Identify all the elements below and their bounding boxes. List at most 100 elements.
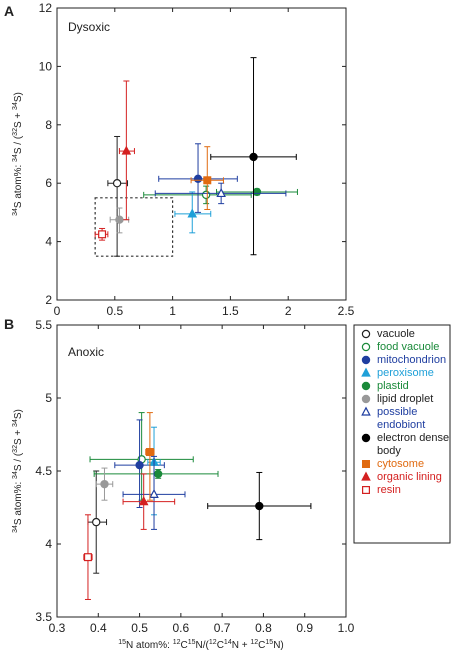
legend-item-vacuole: vacuole bbox=[361, 328, 415, 340]
legend-label: cytosome bbox=[377, 458, 424, 470]
panel-b-xtick-label: 0.4 bbox=[90, 621, 107, 635]
panel-a-point-food-vacuole bbox=[143, 185, 252, 205]
panel-b-xtick-label: 0.9 bbox=[296, 621, 313, 635]
legend-item-food-vacuole: food vacuole bbox=[361, 341, 439, 353]
panel-b-point-organic-lining bbox=[122, 473, 176, 530]
panel-a-inset-box bbox=[94, 197, 174, 257]
legend-label: possible bbox=[377, 406, 417, 418]
panel-b-xlabel: 15N atom%: 12C15N/(12C14N + 12C15N) bbox=[118, 639, 284, 651]
panel-a-point-resin bbox=[94, 227, 109, 241]
legend-marker-lipid-droplet bbox=[361, 394, 371, 404]
panel-b-xtick-label: 1.0 bbox=[338, 621, 355, 635]
point-marker bbox=[92, 517, 101, 527]
legend-label: body bbox=[377, 445, 401, 457]
panel-a-xtick-label: 1 bbox=[169, 304, 176, 318]
point-marker bbox=[216, 187, 226, 198]
panel-b-plot-area bbox=[56, 324, 347, 618]
panel-a-ylabel: 34S atom%: 34S / (32S + 34S) bbox=[12, 92, 24, 216]
legend-label: endobiont bbox=[377, 419, 425, 431]
panel-a-point-electron-dense-body bbox=[210, 57, 297, 256]
legend-label: resin bbox=[377, 484, 401, 496]
legend-marker-plastid bbox=[361, 381, 371, 391]
panel-b-xtick-label: 0.5 bbox=[131, 621, 148, 635]
panel-b-marks bbox=[83, 412, 312, 600]
panel-b-ytick-label: 4.5 bbox=[35, 464, 52, 478]
point-marker bbox=[121, 145, 132, 155]
panel-b-point-resin bbox=[83, 514, 93, 600]
legend-label: food vacuole bbox=[377, 341, 439, 353]
legend-marker-resin bbox=[362, 486, 371, 495]
panel-b-xtick-label: 0.8 bbox=[255, 621, 272, 635]
panel-b-xtick-label: 0.3 bbox=[49, 621, 66, 635]
legend-item-plastid: plastid bbox=[361, 380, 409, 392]
panel-b-condition: Anoxic bbox=[68, 345, 104, 359]
panel-b-point-cytosome bbox=[145, 412, 155, 501]
point-marker bbox=[153, 469, 163, 479]
panel-b-point-mitochondrion bbox=[114, 419, 165, 508]
panel-a-point-mitochondrion bbox=[158, 143, 238, 213]
legend-marker-organic-lining bbox=[361, 471, 371, 481]
point-marker bbox=[135, 460, 144, 470]
panel-a-ytick-label: 10 bbox=[39, 59, 53, 73]
legend-label: vacuole bbox=[377, 328, 415, 340]
panel-a-ytick-label: 8 bbox=[45, 118, 52, 132]
legend-item-mitochondrion: mitochondrion bbox=[361, 354, 446, 366]
legend-marker-peroxisome bbox=[361, 367, 371, 377]
point-marker bbox=[145, 448, 154, 457]
panel-b-ytick-label: 3.5 bbox=[35, 610, 52, 624]
point-marker bbox=[203, 176, 212, 185]
legend-item-organic-lining: organic lining bbox=[361, 471, 442, 483]
panel-b-point-lipid-droplet bbox=[95, 467, 114, 501]
point-marker bbox=[193, 174, 203, 184]
point-marker bbox=[112, 178, 122, 188]
panel-b-ytick-label: 5.5 bbox=[35, 318, 52, 332]
panel-b-ytick-label: 4 bbox=[45, 537, 52, 551]
panel-a-ytick-label: 4 bbox=[45, 235, 52, 249]
panel-a-xtick-label: 2.5 bbox=[338, 304, 355, 318]
panel-b-xtick-label: 0.6 bbox=[173, 621, 190, 635]
panel-a-plot-area bbox=[56, 7, 347, 301]
point-marker bbox=[149, 488, 159, 498]
panel-a-point-cytosome bbox=[190, 146, 224, 210]
panel-a-point-organic-lining bbox=[118, 80, 135, 221]
legend-label: lipid droplet bbox=[377, 393, 433, 405]
legend-marker-vacuole bbox=[361, 329, 371, 339]
point-marker bbox=[255, 501, 264, 511]
legend-item-resin: resin bbox=[362, 484, 401, 496]
legend-marker-electron-dense-body bbox=[361, 433, 371, 443]
legend-marker-possible-endobiont bbox=[361, 406, 371, 416]
legend-marker-food-vacuole bbox=[361, 342, 371, 352]
panel-a-condition: Dysoxic bbox=[68, 20, 110, 34]
legend-item-cytosome: cytosome bbox=[362, 458, 424, 470]
point-marker bbox=[98, 230, 107, 239]
panel-b-ytick-label: 5 bbox=[45, 391, 52, 405]
panel-b-point-possible-endobiont bbox=[122, 455, 186, 530]
panel-b-axes: 0.3 0.4 0.5 0.6 0.7 0.8 0.9 1.0 3.5 4 4.5 5 5.5 bbox=[35, 318, 354, 635]
legend-label: plastid bbox=[377, 380, 409, 392]
point-marker bbox=[249, 152, 258, 162]
panel-a-ytick-label: 2 bbox=[45, 293, 52, 307]
panel-a-point-lipid-droplet bbox=[109, 207, 130, 234]
panel-a-point-vacuole bbox=[107, 135, 129, 257]
panel-a-axes: 0 0.5 1 1.5 2 2.5 2 4 6 8 10 12 bbox=[39, 1, 355, 318]
panel-a-marks bbox=[94, 57, 298, 257]
point-marker bbox=[252, 187, 262, 197]
panel-a-ytick-label: 12 bbox=[39, 1, 53, 15]
legend-label: mitochondrion bbox=[377, 354, 446, 366]
point-marker bbox=[115, 215, 124, 224]
panel-a-xtick-label: 0 bbox=[54, 304, 61, 318]
panel-b-xtick-label: 0.7 bbox=[214, 621, 231, 635]
legend-label: organic lining bbox=[377, 471, 442, 483]
point-marker bbox=[138, 496, 149, 506]
panel-a-point-peroxisome bbox=[174, 191, 212, 234]
point-marker bbox=[83, 553, 92, 562]
legend-label: peroxisome bbox=[377, 367, 434, 379]
legend-item-peroxisome: peroxisome bbox=[361, 367, 434, 379]
panel-a-point-possible-endobiont bbox=[154, 182, 287, 205]
panel-a-ytick-label: 6 bbox=[45, 176, 52, 190]
panel-b-point-electron-dense-body bbox=[207, 471, 312, 541]
legend-item-lipid-droplet: lipid droplet bbox=[361, 393, 433, 405]
